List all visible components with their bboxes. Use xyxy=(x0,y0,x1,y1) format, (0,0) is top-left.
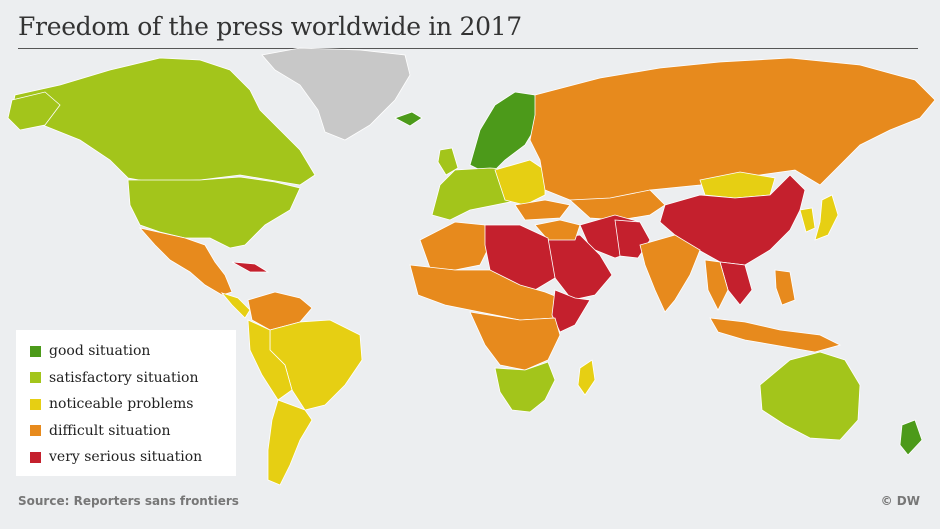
australia-region xyxy=(759,351,861,441)
source-note: Source: Reporters sans frontiers xyxy=(18,494,239,508)
arabia-region xyxy=(544,234,613,301)
map-legend: good situation satisfactory situation no… xyxy=(16,330,236,476)
central-africa-region xyxy=(469,311,561,371)
credit-note: © DW xyxy=(880,494,920,508)
southern-cone-region xyxy=(267,399,313,486)
greenland-region xyxy=(261,47,411,141)
legend-item-noticeable: noticeable problems xyxy=(30,391,236,418)
uk-region xyxy=(437,147,459,176)
cuba-region xyxy=(231,261,270,273)
horn-africa-region xyxy=(551,289,591,333)
legend-swatch xyxy=(30,345,41,357)
legend-swatch xyxy=(30,372,41,384)
legend-item-good: good situation xyxy=(30,338,236,365)
eastern-europe-region xyxy=(494,159,546,206)
world-map xyxy=(7,47,936,486)
usa-region xyxy=(127,176,301,249)
legend-swatch xyxy=(30,451,41,463)
legend-swatch xyxy=(30,425,41,437)
andes-region xyxy=(247,319,293,401)
philippines-region xyxy=(774,269,796,306)
legend-label: very serious situation xyxy=(49,449,203,466)
thailand-region xyxy=(704,259,729,311)
legend-item-difficult: difficult situation xyxy=(30,418,236,445)
india-region xyxy=(639,234,701,313)
korea-region xyxy=(799,207,816,233)
legend-swatch xyxy=(30,398,41,410)
indonesia-region xyxy=(709,317,842,353)
kazakhstan-region xyxy=(569,189,666,221)
iceland-region xyxy=(394,111,423,127)
legend-item-very-serious: very serious situation xyxy=(30,444,236,471)
title-divider xyxy=(18,48,918,49)
canada-region xyxy=(11,57,316,186)
legend-label: good situation xyxy=(49,343,151,360)
colombia-venezuela-region xyxy=(247,291,313,331)
map-title: Freedom of the press worldwide in 2017 xyxy=(18,12,522,41)
central-america-region xyxy=(220,292,251,319)
japan-region xyxy=(814,194,839,241)
legend-label: noticeable problems xyxy=(49,396,194,413)
legend-label: difficult situation xyxy=(49,422,171,439)
alaska-region xyxy=(7,91,61,131)
madagascar-region xyxy=(577,359,596,396)
turkey-region xyxy=(514,199,571,221)
mexico-region xyxy=(138,227,233,296)
southern-africa-region xyxy=(494,361,556,413)
legend-item-satisfactory: satisfactory situation xyxy=(30,365,236,392)
russia-region xyxy=(529,57,936,201)
north-africa-west-region xyxy=(419,221,491,271)
new-zealand-region xyxy=(899,419,923,456)
legend-label: satisfactory situation xyxy=(49,369,199,386)
